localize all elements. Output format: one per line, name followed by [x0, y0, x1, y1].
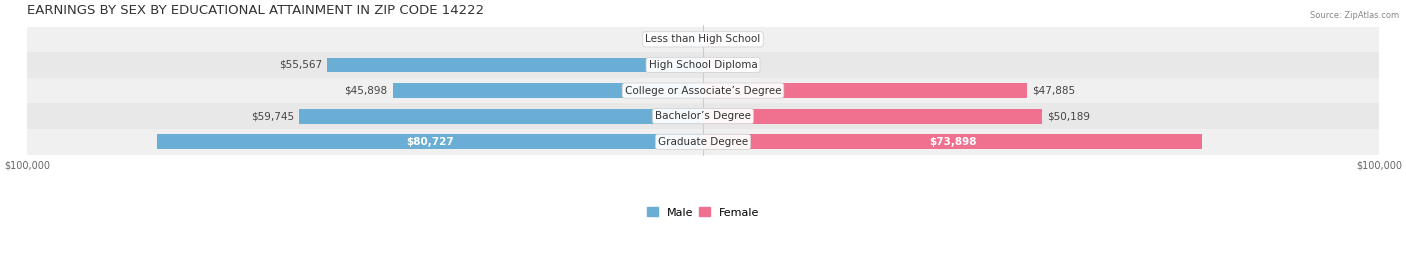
Bar: [703, 109, 1042, 124]
Text: $55,567: $55,567: [278, 60, 322, 70]
Bar: [27, 27, 1379, 52]
Bar: [27, 129, 1379, 155]
Bar: [703, 58, 727, 72]
Bar: [299, 109, 703, 124]
Bar: [679, 32, 703, 47]
Bar: [27, 78, 1379, 103]
Bar: [703, 83, 1026, 98]
Text: Source: ZipAtlas.com: Source: ZipAtlas.com: [1310, 11, 1399, 20]
Bar: [703, 32, 727, 47]
Text: $0: $0: [733, 60, 745, 70]
Bar: [157, 134, 703, 149]
Bar: [392, 83, 703, 98]
Text: $73,898: $73,898: [929, 137, 976, 147]
Text: $47,885: $47,885: [1032, 85, 1076, 96]
Text: $80,727: $80,727: [406, 137, 454, 147]
Text: EARNINGS BY SEX BY EDUCATIONAL ATTAINMENT IN ZIP CODE 14222: EARNINGS BY SEX BY EDUCATIONAL ATTAINMEN…: [27, 4, 484, 17]
Text: Graduate Degree: Graduate Degree: [658, 137, 748, 147]
Text: High School Diploma: High School Diploma: [648, 60, 758, 70]
Text: $0: $0: [733, 34, 745, 44]
Text: Bachelor’s Degree: Bachelor’s Degree: [655, 111, 751, 121]
Bar: [27, 103, 1379, 129]
Text: Less than High School: Less than High School: [645, 34, 761, 44]
Bar: [703, 134, 1202, 149]
Legend: Male, Female: Male, Female: [643, 203, 763, 222]
Text: $50,189: $50,189: [1047, 111, 1091, 121]
Bar: [328, 58, 703, 72]
Text: $0: $0: [661, 34, 673, 44]
Text: College or Associate’s Degree: College or Associate’s Degree: [624, 85, 782, 96]
Bar: [27, 52, 1379, 78]
Text: $45,898: $45,898: [344, 85, 388, 96]
Text: $59,745: $59,745: [250, 111, 294, 121]
